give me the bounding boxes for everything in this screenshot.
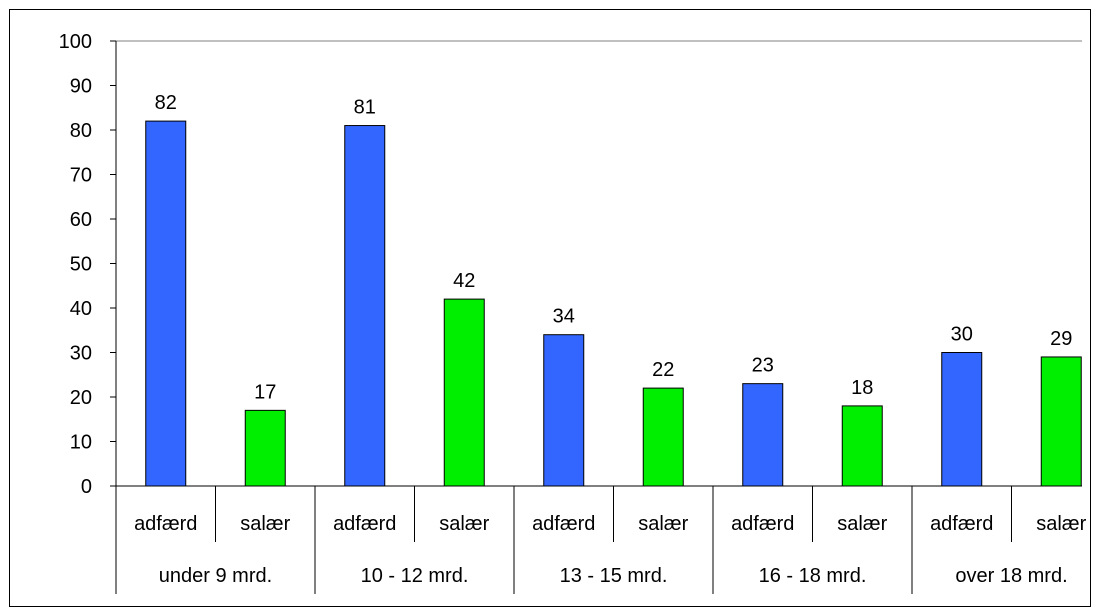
y-tick-label: 60 bbox=[70, 209, 92, 231]
data-label: 82 bbox=[155, 92, 177, 114]
y-tick-label: 40 bbox=[70, 298, 92, 320]
y-tick-label: 90 bbox=[70, 76, 92, 98]
data-label: 17 bbox=[254, 381, 276, 403]
group-label: 16 - 18 mrd. bbox=[759, 565, 867, 587]
y-tick-label: 50 bbox=[70, 254, 92, 276]
bar-salær-0 bbox=[244, 409, 286, 487]
y-tick-label: 80 bbox=[70, 120, 92, 142]
bar-salær-1 bbox=[443, 298, 485, 487]
y-tick-label: 100 bbox=[59, 31, 92, 53]
data-label: 30 bbox=[951, 324, 973, 346]
data-label: 34 bbox=[553, 306, 575, 328]
data-label: 23 bbox=[752, 355, 774, 377]
category-label: adfærd bbox=[134, 513, 197, 535]
y-tick-label: 0 bbox=[81, 476, 92, 498]
bar-salær-3 bbox=[841, 405, 883, 487]
axes bbox=[110, 40, 1082, 594]
y-tick-label: 30 bbox=[70, 343, 92, 365]
bar-salær-2 bbox=[642, 387, 684, 487]
data-label: 18 bbox=[851, 377, 873, 399]
y-tick-label: 20 bbox=[70, 387, 92, 409]
group-label: under 9 mrd. bbox=[159, 565, 272, 587]
bar-adfærd-4 bbox=[941, 352, 983, 487]
category-label: adfærd bbox=[333, 513, 396, 535]
y-tick-label: 10 bbox=[70, 432, 92, 454]
category-label: adfærd bbox=[532, 513, 595, 535]
bar-adfærd-2 bbox=[543, 334, 585, 487]
category-label: salær bbox=[439, 513, 489, 535]
category-label: adfærd bbox=[731, 513, 794, 535]
category-label: salær bbox=[240, 513, 290, 535]
group-label: 10 - 12 mrd. bbox=[361, 565, 469, 587]
data-label: 42 bbox=[453, 270, 475, 292]
category-label: salær bbox=[638, 513, 688, 535]
group-label: over 18 mrd. bbox=[955, 565, 1067, 587]
bar-adfærd-0 bbox=[145, 120, 187, 487]
bar-adfærd-3 bbox=[742, 383, 784, 487]
y-tick-label: 70 bbox=[70, 165, 92, 187]
group-label: 13 - 15 mrd. bbox=[560, 565, 668, 587]
category-label: adfærd bbox=[930, 513, 993, 535]
category-label: salær bbox=[837, 513, 887, 535]
data-label: 22 bbox=[652, 359, 674, 381]
category-label: salær bbox=[1036, 513, 1086, 535]
bars bbox=[145, 120, 1082, 487]
data-label: 29 bbox=[1050, 328, 1072, 350]
chart-frame bbox=[9, 9, 1091, 607]
bar-adfærd-1 bbox=[344, 125, 386, 487]
bar-salær-4 bbox=[1040, 356, 1082, 487]
data-label: 81 bbox=[354, 97, 376, 119]
labels: 0 10 20 30 40 50 60 70 80 90 100 82 adfærd 17 salær und… bbox=[59, 31, 1087, 587]
